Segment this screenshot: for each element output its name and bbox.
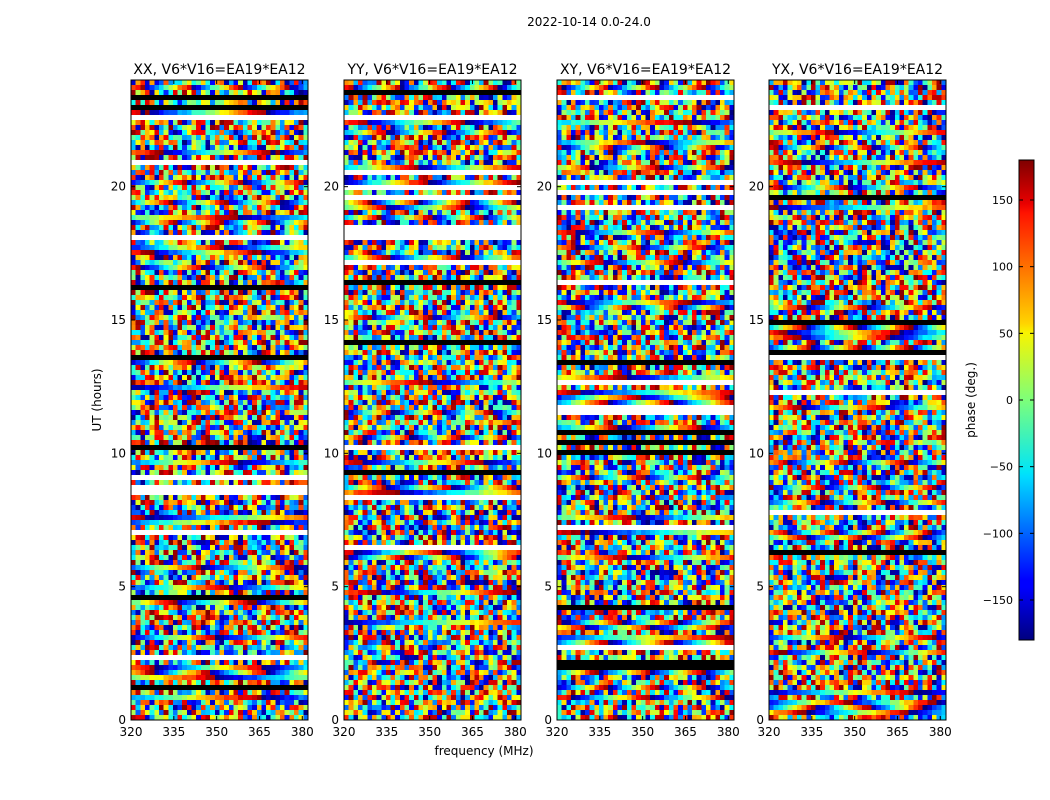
colorbar-tick-label: 100 xyxy=(992,261,1013,274)
y-tick-label: 5 xyxy=(756,580,764,594)
panel-frame xyxy=(130,79,309,721)
x-tick-label: 365 xyxy=(886,725,909,739)
panel-title: YY, V6*V16=EA19*EA12 xyxy=(346,62,517,78)
x-tick-label: 335 xyxy=(375,725,398,739)
y-tick-label: 10 xyxy=(537,446,552,460)
x-tick-label: 380 xyxy=(291,725,314,739)
x-tick-label: 365 xyxy=(461,725,484,739)
heatmap-cells xyxy=(131,80,309,721)
x-tick-label: 380 xyxy=(929,725,952,739)
y-tick-label: 0 xyxy=(118,713,126,727)
x-tick-label: 335 xyxy=(800,725,823,739)
colorbar-tick-label: 50 xyxy=(999,327,1013,340)
x-tick-label: 320 xyxy=(120,725,143,739)
colorbar: −150 −100 −50 0 50 100 150 phase (deg.) xyxy=(964,159,1035,641)
y-tick-label: 20 xyxy=(111,180,126,194)
heatmap-cells xyxy=(769,80,947,721)
x-axis-label: frequency (MHz) xyxy=(434,744,533,758)
x-tick-label: 350 xyxy=(205,725,228,739)
y-tick-label: 5 xyxy=(331,580,339,594)
panel-frame xyxy=(556,79,735,721)
y-tick-label: 5 xyxy=(118,580,126,594)
panel-title: XY, V6*V16=EA19*EA12 xyxy=(560,62,731,78)
panel-frame xyxy=(768,79,947,721)
x-tick-label: 320 xyxy=(758,725,781,739)
panel-title: YX, V6*V16=EA19*EA12 xyxy=(771,62,943,78)
colorbar-label: phase (deg.) xyxy=(964,362,978,438)
y-tick-label: 0 xyxy=(756,713,764,727)
x-tick-label: 350 xyxy=(418,725,441,739)
colorbar-tick-label: −100 xyxy=(983,527,1013,540)
y-axis-label: UT (hours) xyxy=(90,368,104,431)
x-tick-label: 335 xyxy=(588,725,611,739)
y-tick-label: 15 xyxy=(537,313,552,327)
panel-xx: XX, V6*V16=EA19*EA12 320 335 350 365 380 0 5 10 1… xyxy=(90,62,314,739)
y-tick-label: 10 xyxy=(324,446,339,460)
y-tick-label: 20 xyxy=(537,180,552,194)
x-tick-label: 365 xyxy=(674,725,697,739)
y-tick-label: 10 xyxy=(749,446,764,460)
x-tick-label: 380 xyxy=(717,725,740,739)
y-tick-label: 15 xyxy=(749,313,764,327)
x-tick-label: 350 xyxy=(843,725,866,739)
x-tick-label: 320 xyxy=(333,725,356,739)
panel-yy: YY, V6*V16=EA19*EA12 320 335 350 365 380 0 5 10 1… xyxy=(324,62,534,758)
y-tick-label: 10 xyxy=(111,446,126,460)
x-tick-label: 320 xyxy=(546,725,569,739)
y-tick-label: 15 xyxy=(111,313,126,327)
colorbar-tick-label: −150 xyxy=(983,594,1013,607)
panel-frame xyxy=(343,79,522,721)
y-tick-label: 15 xyxy=(324,313,339,327)
x-tick-label: 380 xyxy=(504,725,527,739)
colorbar-tick-label: 150 xyxy=(992,194,1013,207)
x-tick-label: 365 xyxy=(248,725,271,739)
panel-yx: YX, V6*V16=EA19*EA12 320 335 350 365 380 0 5 10 1… xyxy=(749,62,952,739)
y-tick-label: 20 xyxy=(324,180,339,194)
y-tick-label: 0 xyxy=(544,713,552,727)
colorbar-tick-label: −50 xyxy=(990,461,1013,474)
heatmap-cells xyxy=(557,80,735,721)
figure-suptitle: 2022-10-14 0.0-24.0 xyxy=(527,15,651,29)
heatmap-cells xyxy=(344,80,522,721)
y-tick-label: 0 xyxy=(331,713,339,727)
x-tick-label: 335 xyxy=(162,725,185,739)
panel-title: XX, V6*V16=EA19*EA12 xyxy=(133,62,305,78)
y-tick-label: 5 xyxy=(544,580,552,594)
y-tick-label: 20 xyxy=(749,180,764,194)
panel-xy: XY, V6*V16=EA19*EA12 320 335 350 365 380 0 5 10 1… xyxy=(537,62,740,739)
colorbar-tick-label: 0 xyxy=(1006,394,1013,407)
x-tick-label: 350 xyxy=(631,725,654,739)
